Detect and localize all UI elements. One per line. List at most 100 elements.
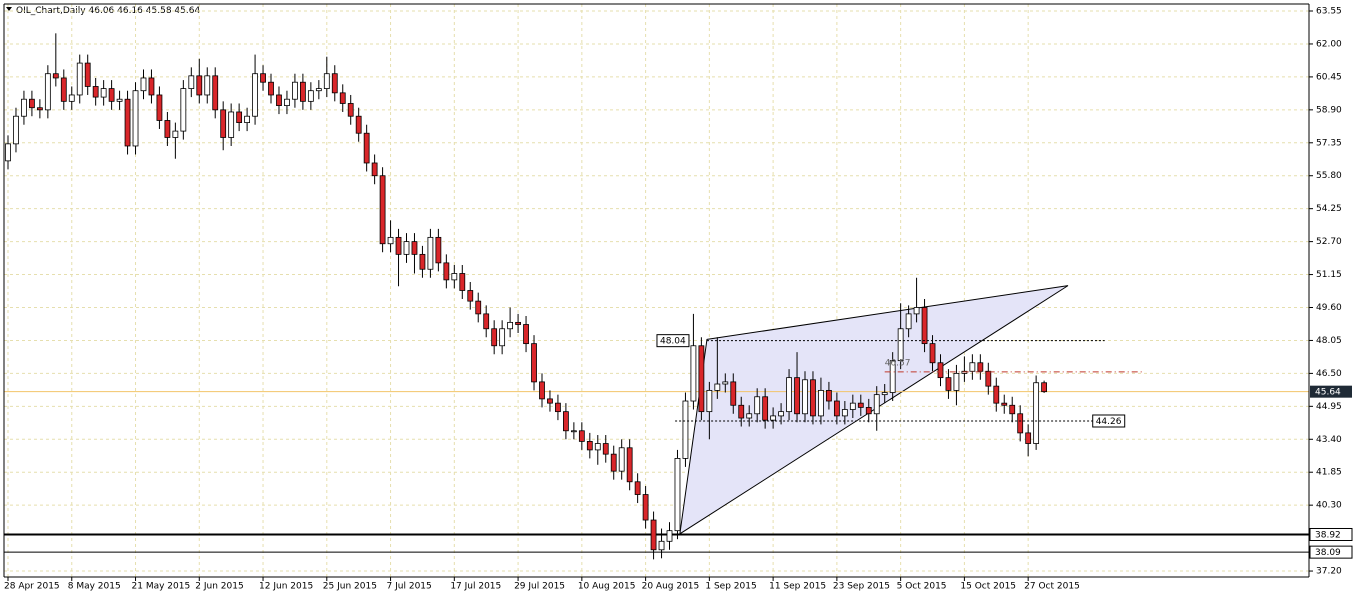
- level-axis-label: 38.92: [1315, 530, 1341, 540]
- header-open: 46.06: [89, 6, 115, 16]
- candle-body: [451, 273, 458, 281]
- candle-body: [873, 394, 880, 415]
- candle-body: [260, 73, 266, 83]
- candle-body: [770, 415, 777, 421]
- x-tick-label: 1 Sep 2015: [705, 582, 756, 592]
- candle-body: [714, 383, 721, 391]
- candle-body: [602, 443, 609, 455]
- candle-body: [578, 430, 585, 442]
- y-tick-label: 54.25: [1316, 204, 1342, 214]
- candle-body: [929, 343, 936, 364]
- candle-body: [355, 115, 362, 134]
- candle-body: [1033, 382, 1040, 444]
- candle-body: [475, 300, 482, 315]
- header-high: 46.16: [117, 6, 143, 16]
- y-tick-label: 44.95: [1316, 402, 1342, 412]
- candle-body: [172, 130, 179, 138]
- candle-body: [252, 73, 258, 117]
- x-tick-label: 7 Jul 2015: [387, 582, 432, 592]
- candle-body: [307, 90, 314, 102]
- level-label-box: [1092, 414, 1126, 428]
- candle-body: [268, 81, 274, 96]
- candle-body: [977, 362, 984, 372]
- candle-body: [156, 94, 163, 121]
- candle-body: [826, 389, 832, 402]
- candle-body: [555, 402, 561, 413]
- candle-body: [467, 290, 474, 302]
- candle-body: [132, 90, 139, 147]
- candle-body: [387, 236, 394, 245]
- header-low: 45.58: [146, 6, 172, 16]
- candle-body: [331, 73, 338, 94]
- candle-body: [634, 481, 641, 495]
- candle-body: [754, 396, 761, 415]
- candle-body: [945, 377, 952, 391]
- candle-body: [618, 447, 625, 472]
- candle-body: [841, 409, 848, 417]
- level-label: 46.57: [885, 358, 911, 368]
- candle-body: [762, 396, 769, 421]
- y-tick-label: 51.15: [1316, 270, 1342, 280]
- candle-body: [666, 530, 673, 542]
- candle-body: [68, 94, 75, 102]
- x-tick-label: 5 Oct 2015: [897, 582, 947, 592]
- x-tick-label: 8 May 2015: [68, 582, 121, 592]
- candle-body: [810, 379, 816, 417]
- candle-body: [515, 321, 521, 325]
- candle-body: [937, 362, 944, 379]
- candle-body: [443, 262, 450, 281]
- candle-body: [682, 400, 689, 459]
- candle-body: [802, 379, 808, 415]
- candle-body: [124, 98, 131, 147]
- candle-body: [985, 370, 992, 387]
- candle-body: [116, 98, 123, 102]
- candle-body: [100, 88, 107, 98]
- candle-body: [339, 92, 346, 104]
- y-tick-label: 49.60: [1316, 303, 1342, 313]
- candle-body: [76, 62, 83, 96]
- level-axis-box: [1309, 527, 1353, 541]
- candle-body: [570, 430, 577, 433]
- x-tick-label: 10 Aug 2015: [578, 582, 636, 592]
- candle-body: [236, 111, 243, 123]
- candle-body: [706, 389, 713, 413]
- candle-body: [626, 447, 633, 483]
- x-tick-label: 15 Oct 2015: [960, 582, 1016, 592]
- candle-body: [698, 345, 705, 413]
- candle-body: [108, 88, 115, 102]
- candle-body: [865, 406, 872, 415]
- candle-body: [1017, 413, 1024, 434]
- y-tick-label: 46.50: [1316, 369, 1342, 379]
- x-tick-label: 29 Jul 2015: [514, 582, 565, 592]
- y-tick-label: 40.30: [1316, 501, 1342, 511]
- header-close: 45.64: [174, 6, 200, 16]
- candle-body: [857, 402, 864, 408]
- candle-body: [818, 389, 824, 417]
- y-tick-label: 55.80: [1316, 171, 1342, 181]
- y-tick-label: 62.00: [1316, 39, 1342, 49]
- candle-body: [395, 236, 402, 255]
- candle-body: [953, 372, 960, 391]
- menu-arrow[interactable]: [6, 7, 12, 11]
- candle-body: [690, 345, 697, 402]
- candle-body: [140, 77, 147, 92]
- candle-body: [794, 377, 800, 415]
- chart-header: OIL_Chart,Daily 46.06 46.16 45.58 45.64: [16, 6, 200, 16]
- price-axis-label: 45.64: [1315, 388, 1341, 398]
- candle-body: [52, 73, 59, 79]
- candle-body: [244, 115, 251, 123]
- candle-body: [188, 75, 195, 89]
- candle-body: [491, 328, 498, 347]
- candle-body: [642, 494, 649, 521]
- x-tick-label: 27 Oct 2015: [1024, 582, 1080, 592]
- candle-body: [92, 86, 99, 98]
- y-tick-label: 37.20: [1316, 567, 1342, 577]
- candle-body: [21, 98, 27, 117]
- candle-body: [833, 400, 840, 417]
- x-tick-label: 12 Jun 2015: [259, 582, 313, 592]
- candle-body: [212, 75, 219, 111]
- candle-body: [284, 98, 290, 106]
- candle-body: [204, 75, 211, 96]
